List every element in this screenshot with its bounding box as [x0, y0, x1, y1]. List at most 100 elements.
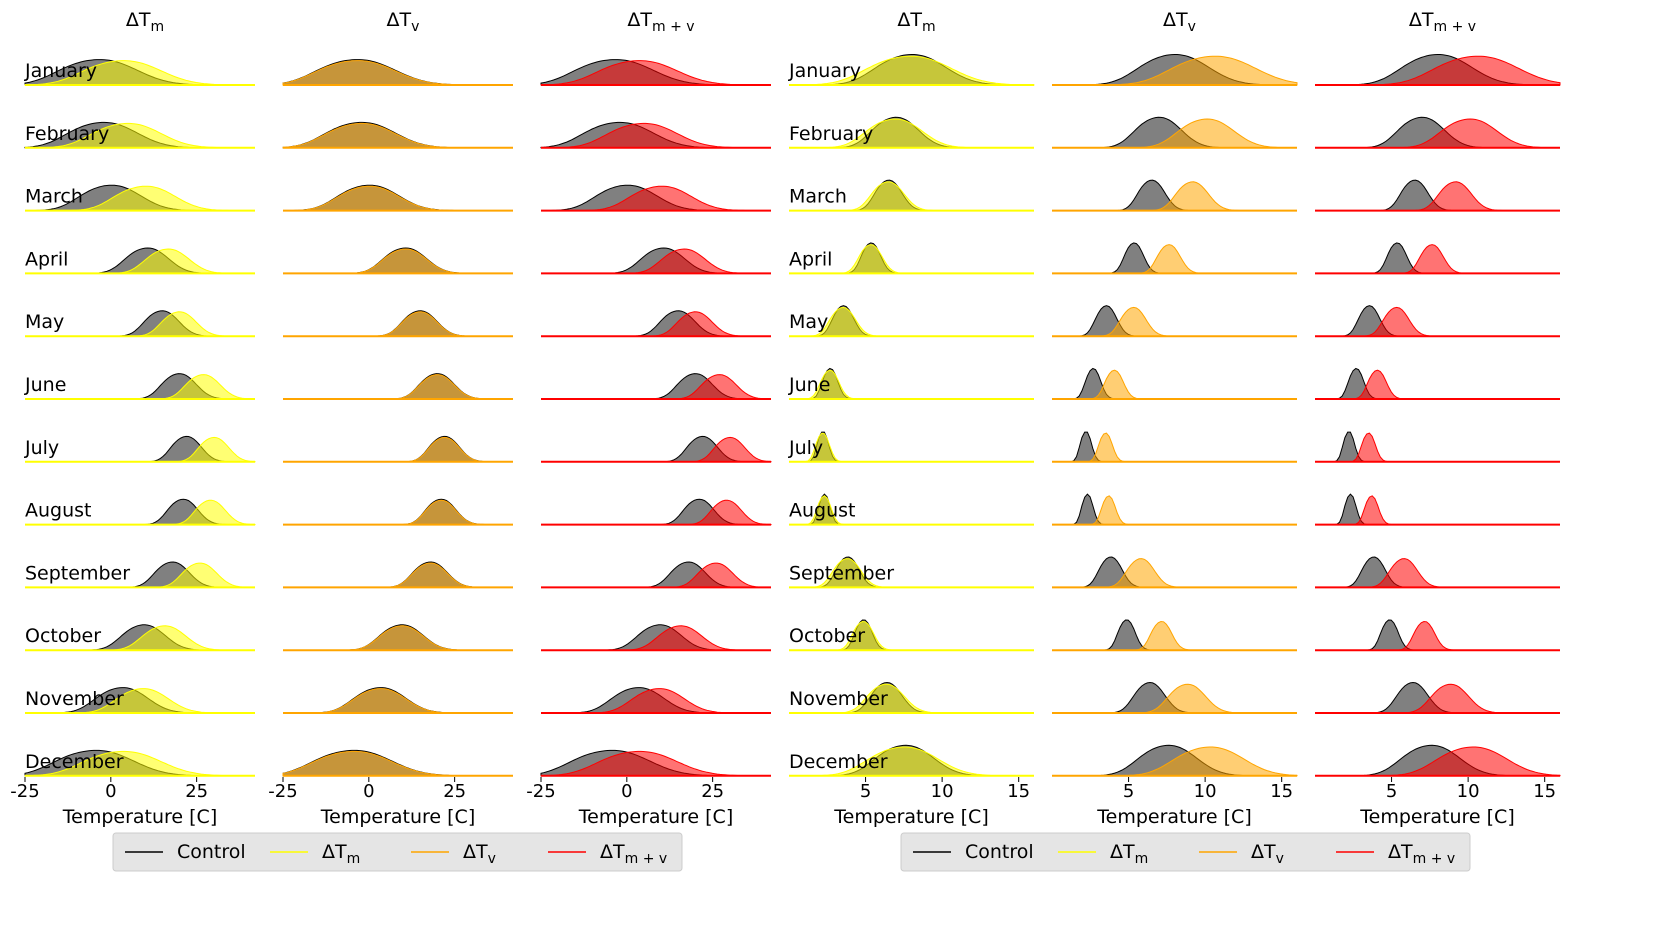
density-control-may: [1315, 305, 1560, 337]
density-dTm-january: [789, 55, 1035, 86]
panel-1-2: ΔTv -25 0 25 Temperature [C]: [268, 9, 513, 828]
density-control-june: [283, 373, 513, 400]
x-tick-label: 15: [1533, 781, 1556, 802]
density-control-july: [1315, 431, 1560, 463]
density-dTv-april: [1052, 244, 1297, 274]
density-control-may: [1052, 305, 1297, 337]
x-tick-label: -25: [10, 781, 39, 802]
x-tick-label: 0: [621, 781, 632, 802]
density-control-august: [283, 498, 513, 526]
density-dTv-september: [1052, 558, 1297, 588]
density-dTv-september: [283, 562, 513, 588]
x-tick-label: -25: [526, 781, 555, 802]
density-dTv-february: [282, 122, 513, 149]
panel-title: ΔTm: [126, 9, 164, 35]
x-tick-label: 25: [443, 781, 466, 802]
panel-title: ΔTm + v: [1409, 9, 1476, 35]
density-control-may: [541, 310, 771, 337]
legend-label: Control: [177, 841, 246, 863]
density-control-july: [1052, 431, 1297, 463]
month-label: April: [25, 248, 68, 270]
density-dTmv-september: [1315, 558, 1560, 588]
month-label: January: [24, 60, 97, 82]
density-control-september: [283, 561, 513, 588]
x-axis-label: Temperature [C]: [578, 806, 734, 828]
density-control-june: [1315, 367, 1560, 400]
density-dTmv-july: [541, 436, 772, 463]
density-dTv-august: [283, 499, 513, 526]
density-control-september: [1315, 556, 1560, 588]
month-label: July: [24, 437, 59, 459]
month-label: November: [25, 688, 124, 710]
x-tick-label: 10: [1194, 781, 1217, 802]
panel-2-1: ΔTm January February March April May June July A…: [788, 9, 1035, 828]
density-control-august: [1315, 493, 1560, 526]
month-label: February: [25, 123, 109, 145]
density-dTmv-october: [1315, 620, 1560, 651]
panel-2-2: ΔTv 5 10 15 Temperature [C]: [1052, 9, 1298, 828]
x-tick-label: -25: [268, 781, 297, 802]
month-label: August: [789, 500, 856, 522]
x-tick-label: 5: [860, 781, 871, 802]
density-control-august: [1052, 493, 1297, 526]
legend-2: Control ΔTm ΔTv ΔTm + v: [900, 832, 1471, 872]
x-axis-label: Temperature [C]: [320, 806, 476, 828]
panel-1-3: ΔTm + v -25 0 25 Temperature [C]: [526, 9, 772, 828]
month-label: October: [789, 625, 865, 647]
panel-title: ΔTv: [1163, 9, 1196, 35]
month-label: June: [24, 374, 66, 396]
x-tick-label: 10: [1457, 781, 1480, 802]
density-dTmv-april: [1315, 244, 1560, 274]
legend-label: ΔTv: [1251, 841, 1284, 867]
month-label: March: [25, 186, 83, 208]
month-label: June: [788, 374, 830, 396]
density-dTmv-june: [541, 374, 772, 400]
legend-label: ΔTm + v: [1388, 841, 1455, 867]
x-axis-label: Temperature [C]: [833, 806, 989, 828]
month-label: January: [788, 60, 861, 82]
density-control-september: [1052, 556, 1297, 588]
x-tick-label: 15: [1007, 781, 1030, 802]
legend-box: [900, 832, 1471, 872]
panel-title: ΔTm + v: [627, 9, 694, 35]
density-dTv-january: [282, 60, 513, 86]
panel-title: ΔTm: [897, 9, 935, 35]
legend-label: ΔTv: [463, 841, 496, 867]
density-control-july: [283, 435, 513, 463]
density-dTv-july: [283, 436, 513, 463]
month-label: February: [789, 123, 873, 145]
x-axis-label: Temperature [C]: [1359, 806, 1515, 828]
month-label: September: [789, 562, 894, 584]
month-label: November: [789, 688, 888, 710]
density-dTmv-november: [1315, 683, 1560, 714]
x-tick-label: 15: [1270, 781, 1293, 802]
density-dTm-july: [25, 436, 256, 463]
density-dTmv-november: [541, 688, 771, 714]
panel-title: ΔTv: [387, 9, 420, 35]
density-control-june: [1052, 367, 1297, 400]
legend-label: ΔTm + v: [600, 841, 667, 867]
month-label: July: [788, 437, 823, 459]
x-tick-label: 0: [105, 781, 116, 802]
density-dTv-october: [283, 625, 513, 651]
month-label: December: [789, 751, 888, 773]
legend-label: ΔTm: [322, 841, 360, 867]
density-dTv-november: [283, 688, 513, 714]
month-label: December: [25, 751, 124, 773]
density-dTv-october: [1052, 620, 1297, 651]
month-label: September: [25, 562, 130, 584]
density-dTv-april: [283, 248, 513, 274]
month-label: May: [25, 311, 64, 333]
x-axis-label: Temperature [C]: [1096, 806, 1252, 828]
month-label: March: [789, 186, 847, 208]
density-dTmv-march: [1315, 181, 1560, 212]
x-tick-label: 10: [931, 781, 954, 802]
density-dTv-june: [283, 374, 513, 400]
density-dTv-march: [1052, 181, 1297, 212]
legend-box: [112, 832, 683, 872]
density-dTmv-september: [541, 562, 771, 588]
panel-2-3: ΔTm + v 5 10 15 Temperature [C]: [1315, 9, 1561, 828]
panel-1-1: ΔTm January February March April May June July A…: [10, 9, 256, 828]
density-dTmv-august: [541, 499, 772, 526]
